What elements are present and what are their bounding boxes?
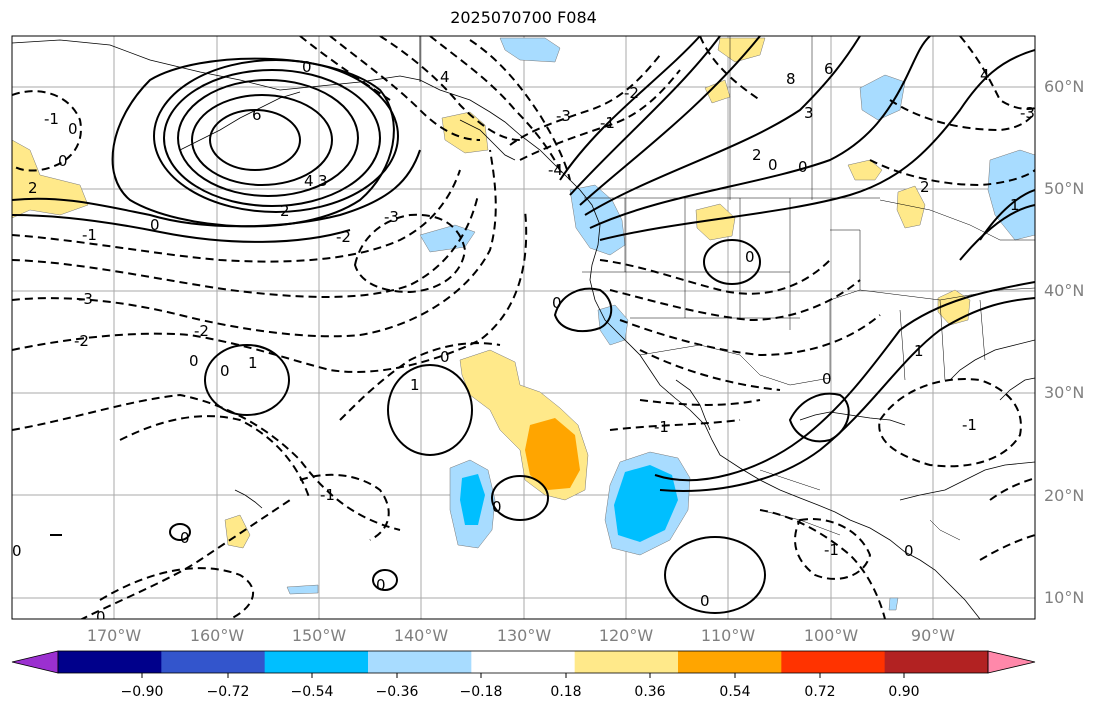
positive-contours xyxy=(12,36,1035,614)
svg-text:-3: -3 xyxy=(78,290,93,308)
svg-text:0: 0 xyxy=(180,529,190,547)
contour-labels: 0 -1 0 0 2 6 4 3 2 0 -1 -3 -2 -2 0 1 0 -… xyxy=(12,58,1035,626)
svg-text:0: 0 xyxy=(768,156,778,174)
svg-text:0: 0 xyxy=(58,152,68,170)
lon-label: 160°W xyxy=(189,626,245,645)
svg-text:0: 0 xyxy=(798,158,808,176)
negative-contours xyxy=(12,36,1035,619)
svg-text:-1: -1 xyxy=(654,418,669,436)
svg-text:0: 0 xyxy=(552,294,562,312)
svg-text:4: 4 xyxy=(980,66,990,84)
svg-text:0: 0 xyxy=(440,348,450,366)
lon-label: 110°W xyxy=(700,626,756,645)
colorbar-tick-label: −0.36 xyxy=(375,684,419,700)
lon-label: 100°W xyxy=(803,626,859,645)
svg-text:-1: -1 xyxy=(44,110,59,128)
lon-label: 130°W xyxy=(496,626,552,645)
colorbar-tick-label: −0.90 xyxy=(120,684,164,700)
svg-text:1: 1 xyxy=(914,342,924,360)
lon-label: 120°W xyxy=(598,626,654,645)
svg-text:-2: -2 xyxy=(194,322,209,340)
svg-text:-1: -1 xyxy=(600,114,615,132)
svg-text:-2: -2 xyxy=(624,84,639,102)
svg-text:0: 0 xyxy=(376,576,386,594)
svg-text:-2: -2 xyxy=(336,228,351,246)
lat-label: 50°N xyxy=(1044,179,1085,198)
lon-label: 90°W xyxy=(910,626,956,645)
colorbar-tick-label: 0.72 xyxy=(804,684,836,700)
svg-text:0: 0 xyxy=(189,352,199,370)
svg-text:-3: -3 xyxy=(556,107,571,125)
colorbar-tick-label: 0.90 xyxy=(888,684,920,700)
colorbar-tick-label: −0.54 xyxy=(290,684,334,700)
svg-text:2: 2 xyxy=(28,179,38,197)
svg-text:0: 0 xyxy=(745,248,755,266)
svg-text:2: 2 xyxy=(920,178,930,196)
lat-label: 60°N xyxy=(1044,77,1085,96)
svg-text:4: 4 xyxy=(304,172,314,190)
plot-frame xyxy=(11,35,1036,620)
svg-text:3: 3 xyxy=(804,104,814,122)
svg-text:0: 0 xyxy=(220,362,230,380)
svg-text:2: 2 xyxy=(752,146,762,164)
svg-text:-1: -1 xyxy=(82,226,97,244)
lon-label: 150°W xyxy=(291,626,347,645)
lon-label: 140°W xyxy=(393,626,449,645)
lat-label: 20°N xyxy=(1044,486,1085,505)
colorbar-tick-label: −0.18 xyxy=(459,684,503,700)
svg-text:6: 6 xyxy=(824,60,834,78)
svg-text:-1: -1 xyxy=(962,416,977,434)
lat-label: 10°N xyxy=(1044,588,1085,607)
svg-text:-4: -4 xyxy=(548,161,563,179)
svg-text:0: 0 xyxy=(68,120,78,138)
svg-text:0: 0 xyxy=(302,58,312,76)
svg-text:-2: -2 xyxy=(74,332,89,350)
svg-text:0: 0 xyxy=(12,542,22,560)
colorbar-tick-label: 0.54 xyxy=(719,684,751,700)
svg-text:2: 2 xyxy=(280,202,290,220)
lat-label: 30°N xyxy=(1044,383,1085,402)
svg-text:8: 8 xyxy=(786,70,796,88)
svg-text:-1: -1 xyxy=(320,486,335,504)
svg-text:3: 3 xyxy=(318,172,328,190)
colorbar-tick-label: 0.18 xyxy=(550,684,582,700)
svg-text:6: 6 xyxy=(252,106,262,124)
svg-text:1: 1 xyxy=(1010,196,1020,214)
svg-text:0: 0 xyxy=(96,608,106,626)
colorbar-tick-label: −0.72 xyxy=(206,684,250,700)
lon-label: 170°W xyxy=(86,626,142,645)
svg-text:1: 1 xyxy=(248,354,258,372)
chart-title: 2025070700 F084 xyxy=(450,8,597,27)
lat-label: 40°N xyxy=(1044,281,1085,300)
coastlines xyxy=(12,36,1035,619)
colorbar-tick-label: 0.36 xyxy=(634,684,666,700)
svg-text:0: 0 xyxy=(904,542,914,560)
svg-text:-3: -3 xyxy=(384,208,399,226)
svg-text:0: 0 xyxy=(700,592,710,610)
svg-text:-3: -3 xyxy=(1020,104,1035,122)
svg-text:1: 1 xyxy=(410,376,420,394)
svg-text:0: 0 xyxy=(492,498,502,516)
svg-text:-1: -1 xyxy=(824,541,839,559)
svg-text:0: 0 xyxy=(822,370,832,388)
svg-text:4: 4 xyxy=(440,68,450,86)
svg-text:0: 0 xyxy=(150,216,160,234)
